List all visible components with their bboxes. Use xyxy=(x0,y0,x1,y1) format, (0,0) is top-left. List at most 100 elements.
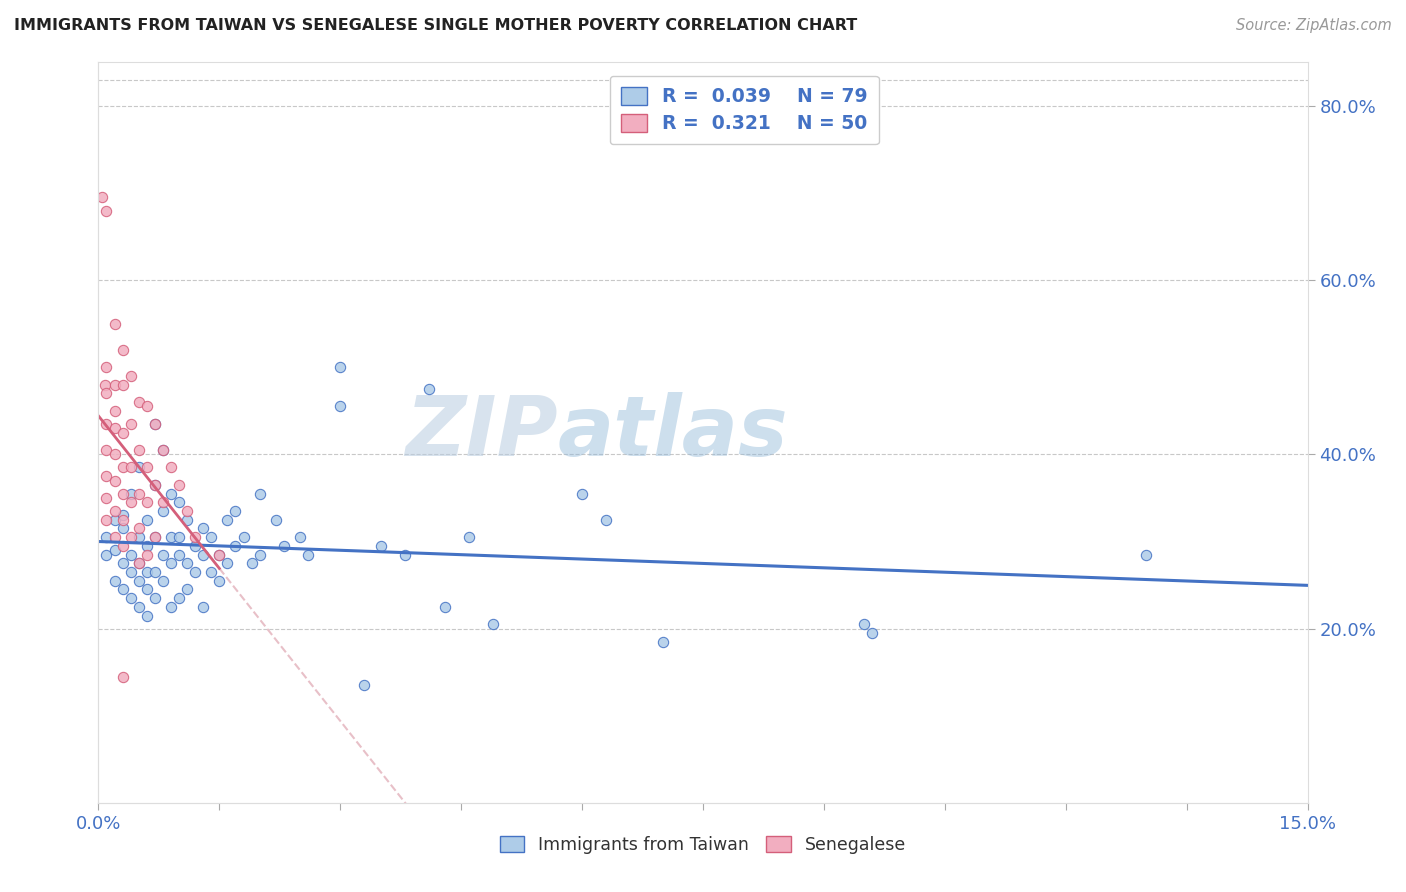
Point xyxy=(128,574,150,588)
Point xyxy=(103,504,125,518)
Point xyxy=(160,599,183,614)
Point xyxy=(120,530,142,544)
Point xyxy=(249,548,271,562)
Point xyxy=(111,508,134,523)
Point xyxy=(96,417,118,431)
Point xyxy=(1135,548,1157,562)
Point xyxy=(651,634,673,648)
Point xyxy=(111,486,134,500)
Point xyxy=(394,548,416,562)
Point xyxy=(571,486,593,500)
Point xyxy=(96,469,118,483)
Point xyxy=(103,543,125,558)
Point xyxy=(152,443,174,458)
Point xyxy=(224,539,246,553)
Point xyxy=(418,382,440,396)
Point xyxy=(217,513,239,527)
Point xyxy=(111,539,134,553)
Point xyxy=(176,556,198,570)
Point xyxy=(91,190,114,204)
Text: atlas: atlas xyxy=(558,392,789,473)
Point xyxy=(595,513,617,527)
Point xyxy=(208,548,231,562)
Point xyxy=(103,377,125,392)
Point xyxy=(434,599,457,614)
Point xyxy=(232,530,254,544)
Point xyxy=(135,460,157,475)
Point xyxy=(143,591,166,606)
Point xyxy=(167,591,190,606)
Point xyxy=(135,565,157,579)
Point xyxy=(184,565,207,579)
Point xyxy=(111,556,134,570)
Point xyxy=(143,565,166,579)
Point xyxy=(329,360,352,375)
Point xyxy=(370,539,392,553)
Point xyxy=(264,513,287,527)
Point xyxy=(111,521,134,535)
Point xyxy=(96,513,118,527)
Text: IMMIGRANTS FROM TAIWAN VS SENEGALESE SINGLE MOTHER POVERTY CORRELATION CHART: IMMIGRANTS FROM TAIWAN VS SENEGALESE SIN… xyxy=(14,18,858,33)
Point xyxy=(193,521,215,535)
Point xyxy=(128,443,150,458)
Point xyxy=(143,530,166,544)
Point xyxy=(96,548,118,562)
Point xyxy=(111,377,134,392)
Point xyxy=(128,460,150,475)
Point xyxy=(167,530,190,544)
Point xyxy=(160,530,183,544)
Point xyxy=(853,617,876,632)
Point xyxy=(208,548,231,562)
Point xyxy=(128,556,150,570)
Point xyxy=(120,548,142,562)
Point xyxy=(143,478,166,492)
Point xyxy=(143,530,166,544)
Text: ZIP: ZIP xyxy=(405,392,558,473)
Point xyxy=(103,513,125,527)
Point xyxy=(143,417,166,431)
Point xyxy=(152,504,174,518)
Point xyxy=(94,377,117,392)
Point xyxy=(120,591,142,606)
Text: Source: ZipAtlas.com: Source: ZipAtlas.com xyxy=(1236,18,1392,33)
Point xyxy=(482,617,505,632)
Point xyxy=(120,460,142,475)
Point xyxy=(176,513,198,527)
Point xyxy=(128,530,150,544)
Point xyxy=(128,521,150,535)
Point xyxy=(224,504,246,518)
Point xyxy=(135,582,157,597)
Point xyxy=(240,556,263,570)
Point xyxy=(103,404,125,418)
Point xyxy=(860,626,883,640)
Point xyxy=(249,486,271,500)
Point xyxy=(120,495,142,509)
Point xyxy=(128,556,150,570)
Point xyxy=(111,513,134,527)
Point xyxy=(167,478,190,492)
Point xyxy=(167,548,190,562)
Point xyxy=(143,417,166,431)
Point xyxy=(152,574,174,588)
Point xyxy=(135,400,157,414)
Point xyxy=(96,386,118,401)
Point xyxy=(120,565,142,579)
Point xyxy=(458,530,481,544)
Point xyxy=(288,530,311,544)
Point xyxy=(96,530,118,544)
Point xyxy=(135,539,157,553)
Point xyxy=(152,495,174,509)
Point xyxy=(120,417,142,431)
Point xyxy=(128,599,150,614)
Point xyxy=(96,360,118,375)
Point xyxy=(184,530,207,544)
Point xyxy=(103,574,125,588)
Point xyxy=(176,582,198,597)
Point xyxy=(167,495,190,509)
Point xyxy=(103,530,125,544)
Point xyxy=(208,574,231,588)
Point xyxy=(135,513,157,527)
Point xyxy=(200,530,222,544)
Legend: Immigrants from Taiwan, Senegalese: Immigrants from Taiwan, Senegalese xyxy=(494,829,912,861)
Point xyxy=(353,678,375,692)
